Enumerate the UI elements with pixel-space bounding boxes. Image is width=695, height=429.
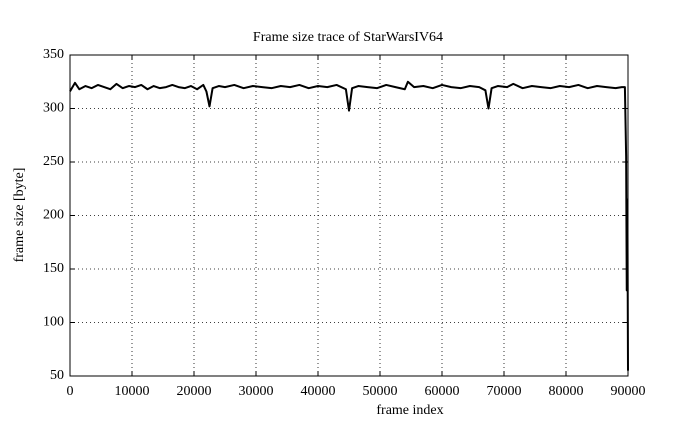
y-tick-label: 300: [43, 101, 64, 116]
x-tick-label: 20000: [177, 384, 212, 399]
x-tick-label: 70000: [487, 384, 522, 399]
chart-title: Frame size trace of StarWarsIV64: [253, 30, 443, 45]
y-tick-label: 100: [43, 315, 64, 330]
x-axis-label: frame index: [376, 403, 443, 418]
x-tick-label: 90000: [611, 384, 646, 399]
y-axis-label: frame size [byte]: [12, 168, 27, 263]
y-tick-label: 50: [50, 368, 64, 383]
y-tick-label: 350: [43, 47, 64, 62]
x-tick-label: 40000: [301, 384, 336, 399]
y-tick-label: 200: [43, 208, 64, 223]
y-tick-label: 150: [43, 261, 64, 276]
x-tick-label: 30000: [239, 384, 274, 399]
x-tick-label: 10000: [115, 384, 150, 399]
x-tick-label: 0: [67, 384, 74, 399]
x-tick-label: 60000: [425, 384, 460, 399]
y-tick-label: 250: [43, 154, 64, 169]
plot-frame: [69, 54, 629, 377]
x-tick-label: 80000: [549, 384, 584, 399]
x-tick-label: 50000: [363, 384, 398, 399]
data-line: [69, 80, 629, 371]
